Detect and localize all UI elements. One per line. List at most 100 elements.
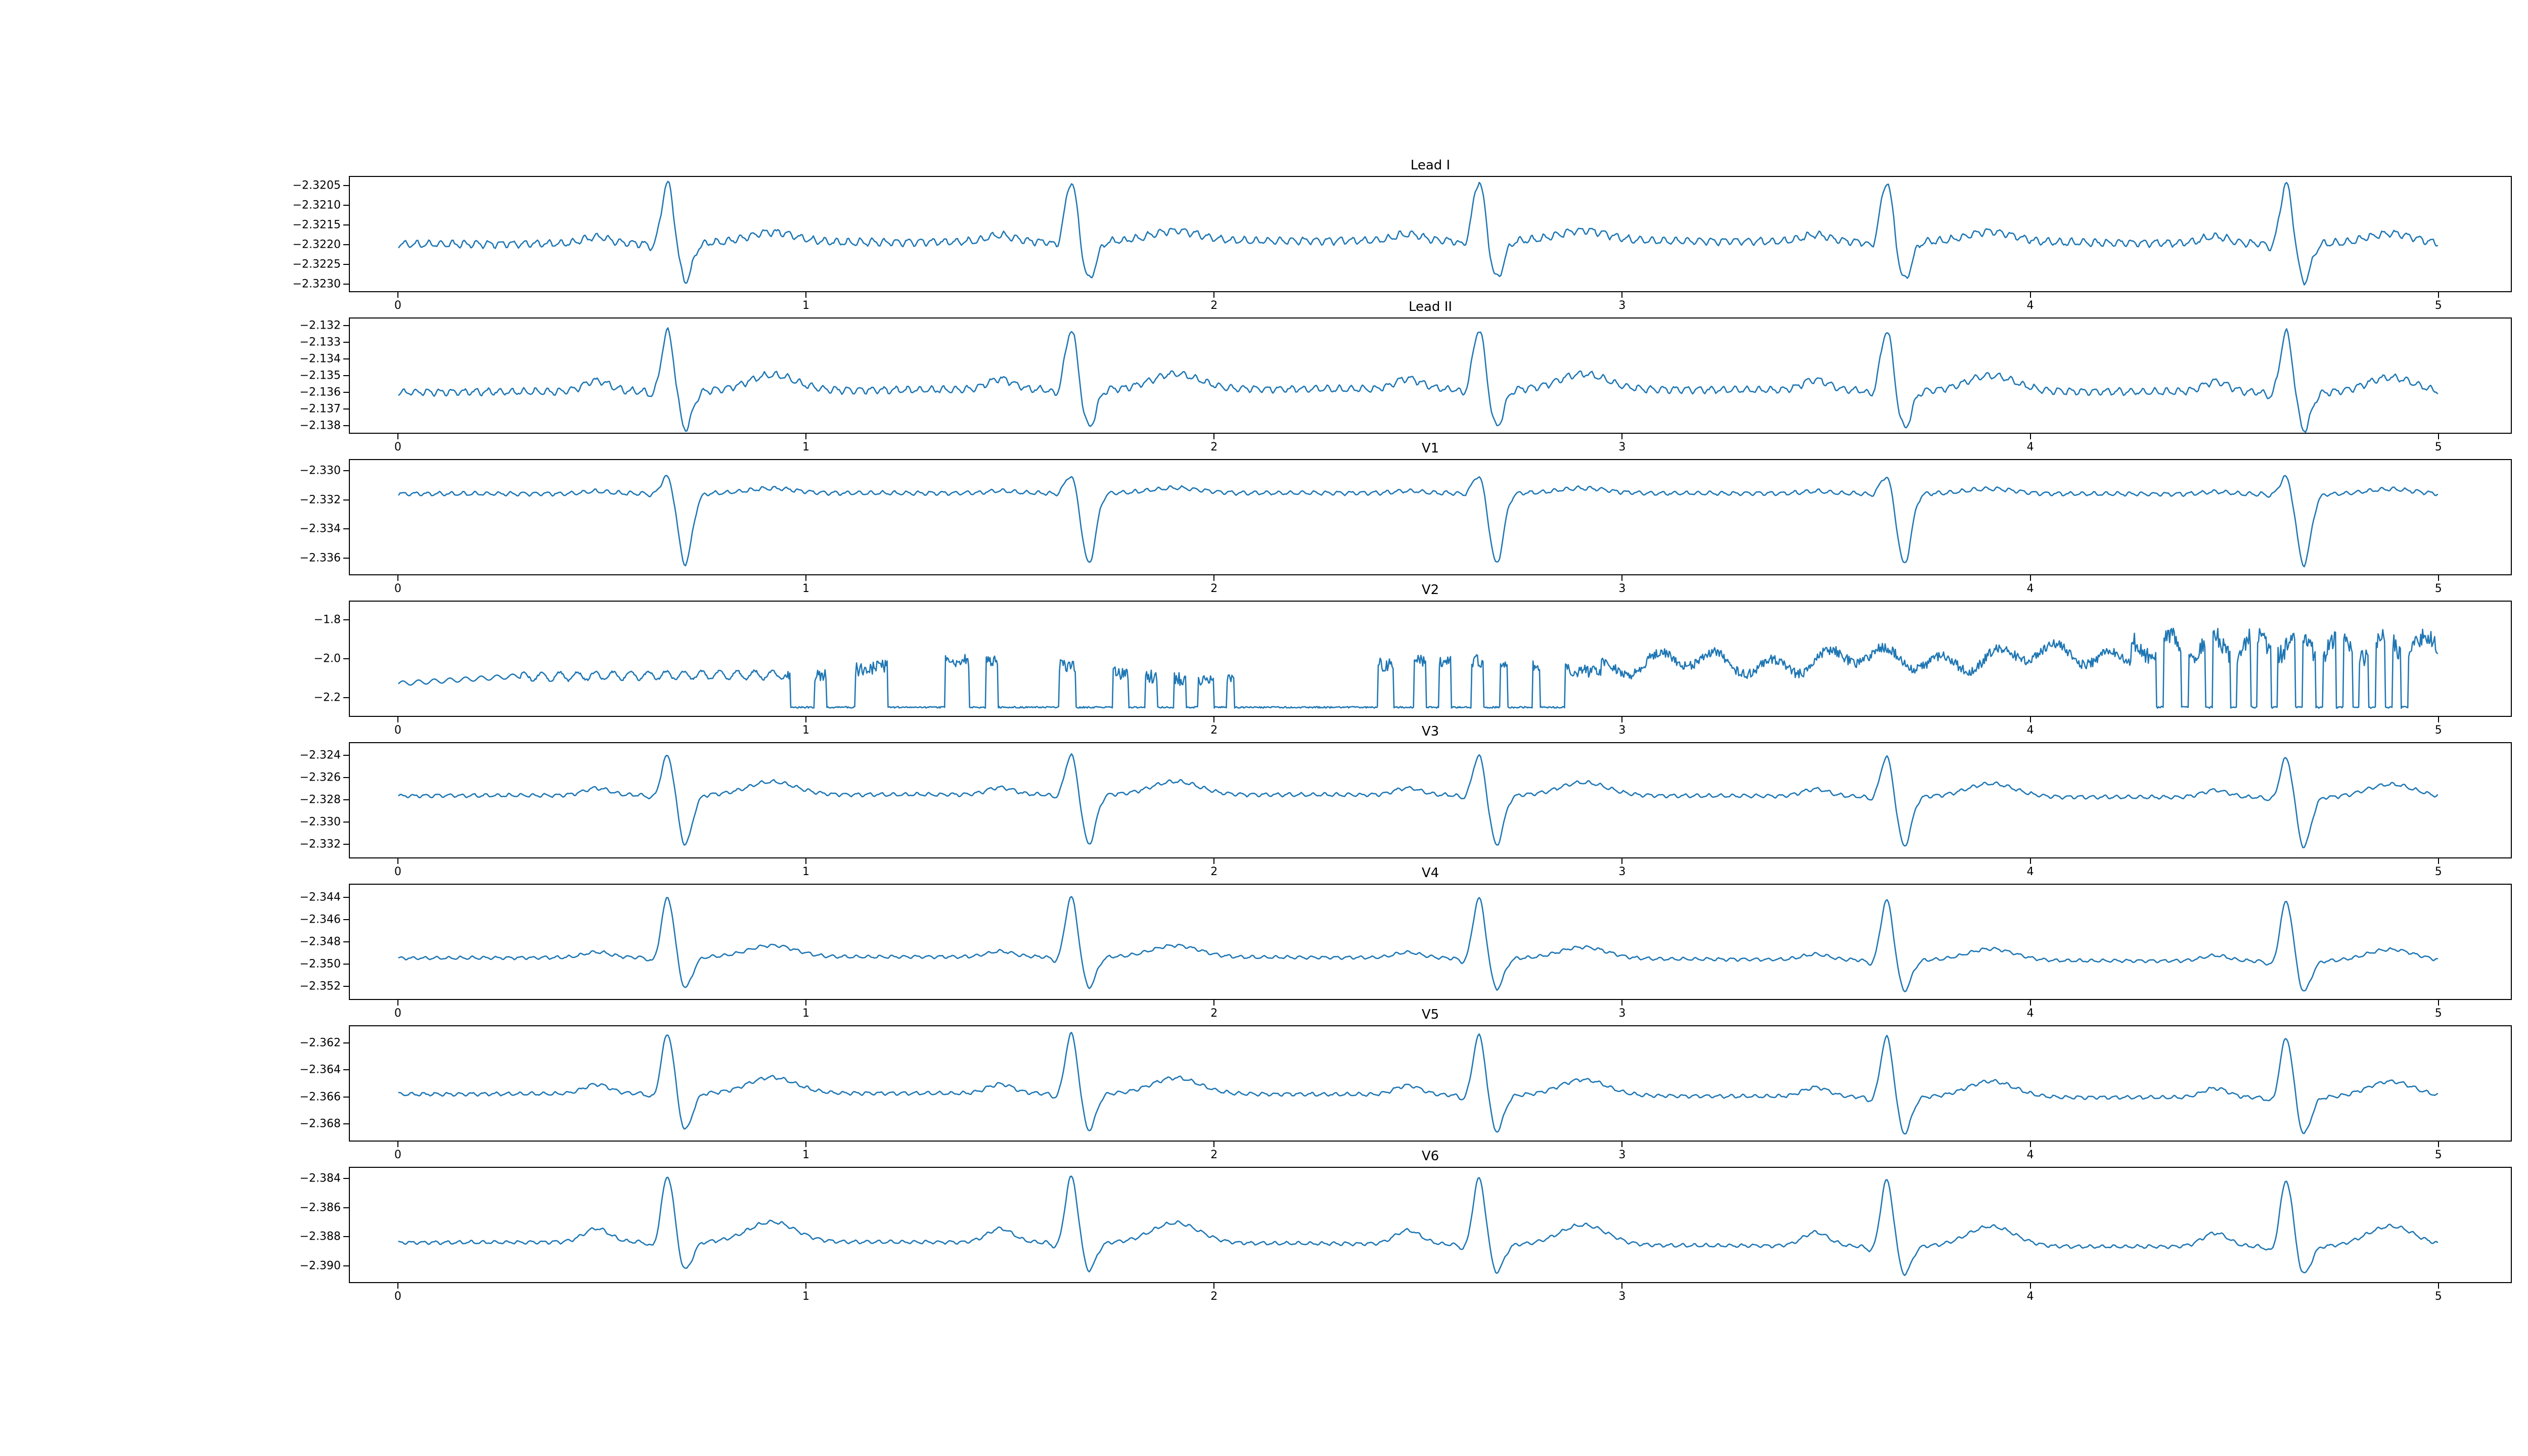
- y-axis-tick-mark: [343, 941, 349, 942]
- y-axis-tick-mark: [343, 821, 349, 823]
- x-axis-tick-mark: [1621, 575, 1623, 581]
- subplot-title: V1: [1421, 441, 1439, 456]
- y-axis-tick-mark: [343, 619, 349, 621]
- y-axis-tick-label: −2.332: [299, 493, 341, 506]
- y-axis-tick-label: −2.352: [299, 980, 341, 993]
- x-axis-tick-mark: [2029, 1000, 2031, 1006]
- x-axis-tick-mark: [397, 1142, 398, 1147]
- y-axis-tick-label: −2.3230: [292, 278, 341, 291]
- y-axis-tick-mark: [343, 224, 349, 226]
- subplot-v5: V5 −2.362 −2.364 −2.366 −2.368 0 1 2 3 4 5: [300, 1008, 2512, 1161]
- x-axis-tick-label: 5: [2434, 299, 2442, 312]
- x-axis-tick-mark: [2029, 858, 2031, 864]
- x-axis-tick-label: 5: [2434, 724, 2442, 737]
- y-axis-tick-label: −2.132: [299, 319, 341, 332]
- x-axis-tick-mark: [2437, 434, 2439, 439]
- y-axis-tick-label: −2.348: [299, 935, 341, 948]
- subplot-v6: V6 −2.384 −2.386 −2.388 −2.390 0 1 2 3 4 5: [300, 1150, 2512, 1303]
- x-axis-tick-label: 4: [2026, 866, 2034, 878]
- y-axis-tick-mark: [343, 185, 349, 187]
- y-axis-tick-mark: [343, 658, 349, 659]
- x-axis-tick-mark: [2029, 1142, 2031, 1147]
- x-axis-tick-label: 1: [802, 582, 810, 595]
- y-axis-tick-label: −2.336: [299, 552, 341, 564]
- plot-area: [349, 1025, 2512, 1142]
- y-axis-tick-mark: [343, 1178, 349, 1179]
- x-axis-tick-label: 2: [1210, 1149, 1218, 1161]
- x-axis-tick-label: 1: [802, 866, 810, 878]
- y-axis-tick-mark: [343, 799, 349, 800]
- y-axis-tick-label: −2.3210: [292, 199, 341, 212]
- subplot-title: V5: [1421, 1007, 1439, 1022]
- x-axis-tick-mark: [2437, 1142, 2439, 1147]
- subplot-v2: V2 −1.8 −2.0 −2.2 0 1 2 3 4 5: [314, 583, 2512, 737]
- plot-area: [349, 884, 2512, 1000]
- y-axis-tick-mark: [343, 843, 349, 845]
- x-axis-tick-mark: [397, 717, 398, 722]
- x-axis-tick-mark: [1621, 1000, 1623, 1006]
- y-axis-tick-label: −2.330: [299, 464, 341, 477]
- x-axis-tick-label: 1: [802, 299, 810, 312]
- x-axis-tick-mark: [397, 1283, 398, 1289]
- plot-area: [349, 742, 2512, 858]
- x-axis-tick-mark: [805, 858, 807, 864]
- x-axis-tick-label: 3: [1618, 866, 1626, 878]
- y-axis-tick-label: −2.330: [299, 815, 341, 829]
- y-axis-tick-label: −2.328: [299, 793, 341, 806]
- x-axis-tick-mark: [805, 292, 807, 298]
- x-axis-tick-label: 0: [394, 582, 401, 595]
- plot-area: [349, 601, 2512, 717]
- y-axis-tick-mark: [343, 342, 349, 343]
- y-axis-tick-label: −2.3220: [292, 238, 341, 251]
- x-axis-tick-mark: [1213, 1000, 1215, 1006]
- x-axis-tick-label: 2: [1210, 582, 1218, 595]
- x-axis-tick-label: 2: [1210, 1290, 1218, 1303]
- y-axis-tick-label: −2.366: [299, 1090, 341, 1104]
- x-axis-tick-label: 1: [802, 724, 810, 737]
- subplot-title: V6: [1421, 1149, 1439, 1164]
- ecg-trace-lead-i: [350, 177, 2511, 291]
- x-axis-tick-mark: [805, 717, 807, 722]
- x-axis-tick-label: 4: [2026, 1149, 2034, 1161]
- y-axis-tick-mark: [343, 325, 349, 327]
- x-axis-tick-label: 2: [1210, 866, 1218, 878]
- y-axis-tick-label: −2.3205: [292, 179, 341, 192]
- x-axis-tick-label: 0: [394, 1149, 401, 1161]
- x-axis-tick-label: 3: [1618, 1007, 1626, 1020]
- x-axis-tick-label: 5: [2434, 582, 2442, 595]
- y-axis-tick-mark: [343, 1207, 349, 1208]
- x-axis-tick-mark: [397, 858, 398, 864]
- y-axis-tick-mark: [343, 284, 349, 285]
- x-axis-tick-label: 3: [1618, 1290, 1626, 1303]
- y-axis-tick-label: −2.137: [299, 402, 341, 416]
- x-axis-tick-label: 4: [2026, 1290, 2034, 1303]
- x-axis-tick-mark: [805, 1283, 807, 1289]
- x-axis-tick-mark: [1621, 717, 1623, 722]
- x-axis-tick-mark: [2437, 292, 2439, 298]
- y-axis-tick-mark: [343, 358, 349, 360]
- y-axis-tick-mark: [343, 986, 349, 987]
- y-axis-tick-label: −2.134: [299, 352, 341, 366]
- y-axis-tick-label: −2.368: [299, 1117, 341, 1130]
- subplot-v3: V3 −2.324 −2.326 −2.328 −2.330 −2.332 0 1 2 3 4 5: [300, 725, 2512, 878]
- y-axis-tick-label: −2.390: [299, 1259, 341, 1272]
- y-axis-tick-label: −2.334: [299, 522, 341, 535]
- x-axis-tick-mark: [1621, 434, 1623, 439]
- x-axis-tick-mark: [2029, 292, 2031, 298]
- y-axis-tick-mark: [343, 919, 349, 920]
- x-axis-tick-mark: [1213, 575, 1215, 581]
- y-axis-tick-label: −2.332: [299, 838, 341, 851]
- y-axis-tick-mark: [343, 697, 349, 698]
- x-axis-tick-label: 4: [2026, 441, 2034, 453]
- x-axis-tick-label: 1: [802, 1290, 810, 1303]
- x-axis-tick-label: 2: [1210, 441, 1218, 453]
- y-axis-tick-mark: [343, 964, 349, 965]
- x-axis-tick-label: 0: [394, 299, 401, 312]
- ecg-trace-v3: [350, 743, 2511, 857]
- x-axis-tick-label: 4: [2026, 299, 2034, 312]
- x-axis-tick-label: 3: [1618, 1149, 1626, 1161]
- y-axis-tick-mark: [343, 1123, 349, 1125]
- y-axis-tick-mark: [343, 1096, 349, 1098]
- x-axis-tick-label: 0: [394, 1290, 401, 1303]
- y-axis-tick-mark: [343, 1265, 349, 1266]
